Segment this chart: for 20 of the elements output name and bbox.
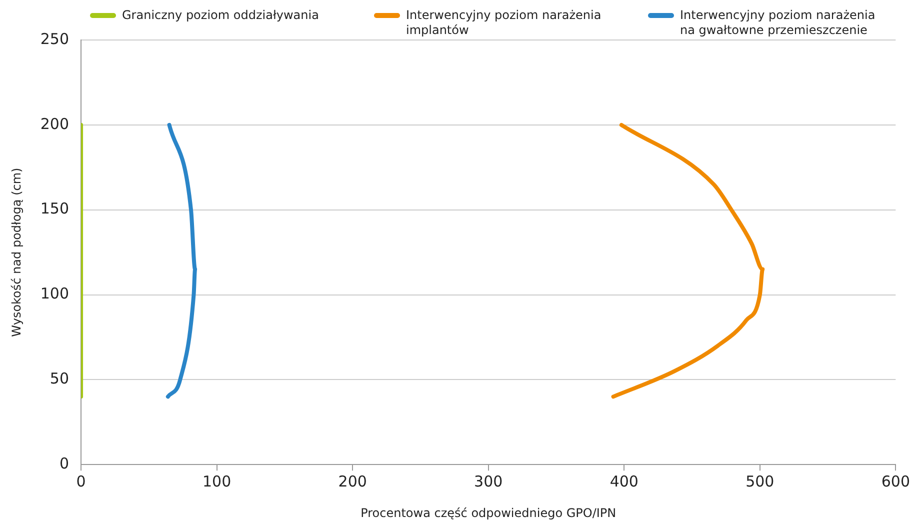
y-axis-title: Wysokość nad podłogą (cm) — [9, 168, 24, 337]
x-axis-title: Procentowa część odpowiedniego GPO/IPN — [360, 506, 616, 520]
y-tick-label: 0 — [59, 454, 70, 472]
y-tick-label: 200 — [40, 114, 70, 133]
line-series — [166, 122, 198, 399]
line-series — [611, 122, 765, 399]
x-tick-label: 0 — [76, 472, 86, 490]
y-tick-label: 50 — [50, 370, 70, 388]
y-tick-label: 100 — [40, 284, 70, 303]
x-tick-label: 500 — [746, 472, 774, 490]
x-tick-label: 200 — [338, 472, 367, 490]
legend-label: Interwencyjny poziom narażenia na gwałtowne przemieszczenie — [680, 8, 876, 38]
x-tick-label: 400 — [610, 472, 638, 490]
legend-label: Graniczny poziom oddziaływania — [122, 8, 320, 23]
x-tick-label: 300 — [474, 472, 503, 490]
x-tick-label: 100 — [202, 472, 232, 490]
y-tick-label: 150 — [40, 200, 70, 218]
x-tick-label: 600 — [881, 472, 910, 490]
legend-label: Interwencyjny poziom narażenia implantów — [406, 8, 602, 38]
y-tick-label: 250 — [40, 30, 70, 48]
